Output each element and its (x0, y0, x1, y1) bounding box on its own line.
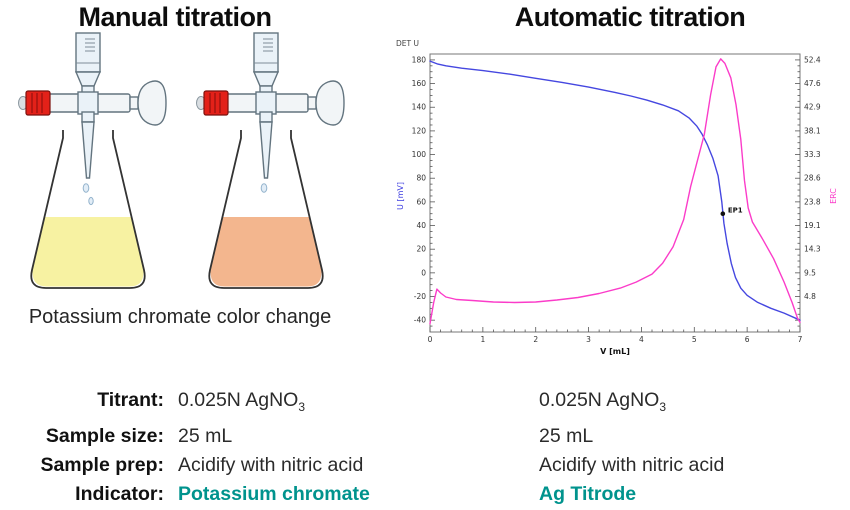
stopcock-knob (137, 80, 167, 126)
burette-graphic (18, 32, 167, 179)
svg-text:20: 20 (416, 245, 426, 254)
comparison-table: Titrant: 0.025N AgNO3 0.025N AgNO3 Sampl… (0, 386, 850, 509)
titrant-drop (82, 183, 90, 193)
stopcock-knob (315, 80, 345, 126)
erlenmeyer-flask-outline (208, 130, 324, 289)
manual-indicator-value: Potassium chromate (178, 482, 370, 505)
flask-liquid (210, 217, 322, 287)
svg-text:28.6: 28.6 (804, 174, 821, 183)
svg-text:140: 140 (412, 103, 427, 112)
flask-liquid (32, 217, 144, 287)
chart-mode-label: DET U (396, 39, 419, 48)
auto-sample-prep-value: Acidify with nitric acid (539, 453, 725, 476)
x-axis-label: V [mL] (600, 347, 630, 356)
burette-flask-graphic-peach (196, 32, 345, 289)
manual-titration-title: Manual titration (78, 2, 273, 32)
row-label: Sample prep: (40, 453, 164, 476)
row-label: Titrant: (97, 389, 164, 411)
svg-text:42.9: 42.9 (804, 103, 821, 112)
erlenmeyer-flask-outline (30, 130, 146, 289)
flask-caption: Potassium chromate color change (28, 306, 332, 328)
burette-tip (259, 121, 273, 179)
row-label: Indicator: (75, 482, 164, 505)
table-row-sample-size: Sample size: 25 mL 25 mL (0, 422, 850, 451)
svg-text:100: 100 (412, 150, 427, 159)
svg-text:120: 120 (412, 126, 427, 135)
manual-sample-prep-value: Acidify with nitric acid (178, 453, 364, 476)
svg-text:6: 6 (745, 335, 750, 344)
auto-indicator-value: Ag Titrode (539, 482, 637, 505)
svg-text:-40: -40 (414, 316, 426, 325)
svg-text:9.5: 9.5 (804, 268, 816, 277)
svg-text:4: 4 (639, 335, 644, 344)
row-label: Sample size: (45, 424, 164, 447)
svg-text:80: 80 (416, 174, 426, 183)
svg-text:180: 180 (412, 55, 427, 64)
svg-text:160: 160 (412, 79, 427, 88)
svg-text:0: 0 (428, 335, 433, 344)
burette-graphic (196, 32, 345, 179)
svg-text:52.4: 52.4 (804, 55, 821, 64)
svg-text:0: 0 (421, 268, 426, 277)
table-row-sample-prep: Sample prep: Acidify with nitric acid Ac… (0, 451, 850, 480)
titrant-drop (88, 196, 94, 206)
svg-text:33.3: 33.3 (804, 150, 821, 159)
svg-text:23.8: 23.8 (804, 197, 821, 206)
svg-text:4.8: 4.8 (804, 292, 816, 301)
auto-titrant-value: 0.025N AgNO3 (539, 389, 667, 414)
table-row-indicator: Indicator: Potassium chromate Ag Titrode (0, 480, 850, 509)
svg-text:1: 1 (480, 335, 485, 344)
table-row-titrant: Titrant: 0.025N AgNO3 0.025N AgNO3 (0, 386, 850, 422)
titration-curve-chart: DET U V [mL] U [mV] ERC 0 1 2 3 4 5 6 7 -40 -20 0 2… (396, 39, 838, 356)
svg-text:19.1: 19.1 (804, 221, 821, 230)
svg-text:40: 40 (416, 221, 426, 230)
svg-text:38.1: 38.1 (804, 126, 821, 135)
svg-text:-20: -20 (414, 292, 426, 301)
manual-titrant-value: 0.025N AgNO3 (178, 389, 306, 414)
svg-text:14.3: 14.3 (804, 245, 821, 254)
stopcock-valve-red (203, 90, 229, 116)
automatic-titration-title: Automatic titration (514, 2, 746, 32)
right-y-axis-label: ERC (829, 188, 838, 204)
svg-text:EP1: EP1 (728, 207, 743, 215)
svg-text:2: 2 (533, 335, 538, 344)
svg-text:7: 7 (798, 335, 803, 344)
burette-flask-graphic-yellow (18, 32, 167, 289)
svg-text:3: 3 (586, 335, 591, 344)
titrant-drop (260, 183, 268, 193)
burette-tip (81, 121, 95, 179)
stopcock-valve-red (25, 90, 51, 116)
left-y-axis-label: U [mV] (396, 182, 405, 210)
svg-text:47.6: 47.6 (804, 79, 821, 88)
auto-sample-size-value: 25 mL (539, 424, 594, 447)
svg-text:60: 60 (416, 197, 426, 206)
svg-text:5: 5 (692, 335, 697, 344)
manual-sample-size-value: 25 mL (178, 424, 233, 447)
